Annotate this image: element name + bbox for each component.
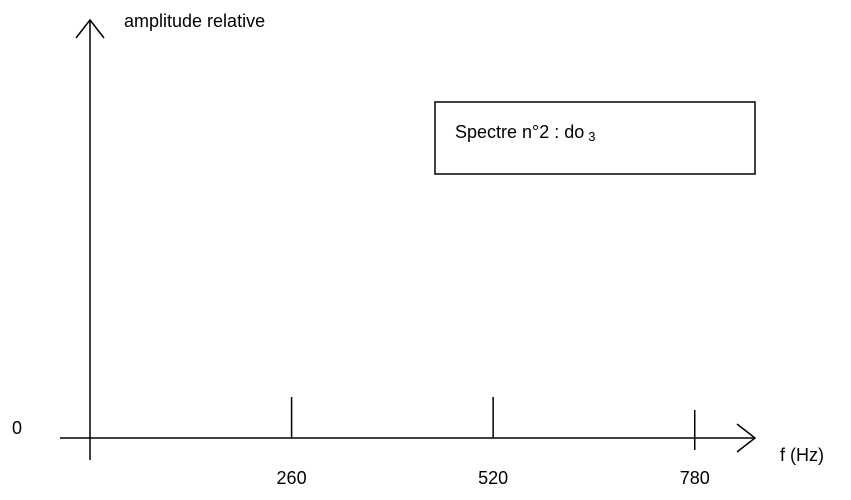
title-main: Spectre n°2 : do bbox=[455, 122, 584, 142]
x-tick-label: 260 bbox=[277, 468, 307, 488]
title-subscript: 3 bbox=[588, 129, 595, 144]
chart-title: Spectre n°2 : do 3 bbox=[455, 122, 596, 145]
y-tick-label: 0 bbox=[12, 418, 22, 438]
x-tick-label: 520 bbox=[478, 468, 508, 488]
y-axis-label: amplitude relative bbox=[124, 11, 265, 31]
title-box bbox=[434, 101, 756, 175]
x-axis-label: f (Hz) bbox=[780, 445, 824, 465]
x-axis-arrow bbox=[736, 423, 757, 453]
x-tick-label: 780 bbox=[680, 468, 710, 488]
y-axis-arrow bbox=[75, 18, 105, 39]
